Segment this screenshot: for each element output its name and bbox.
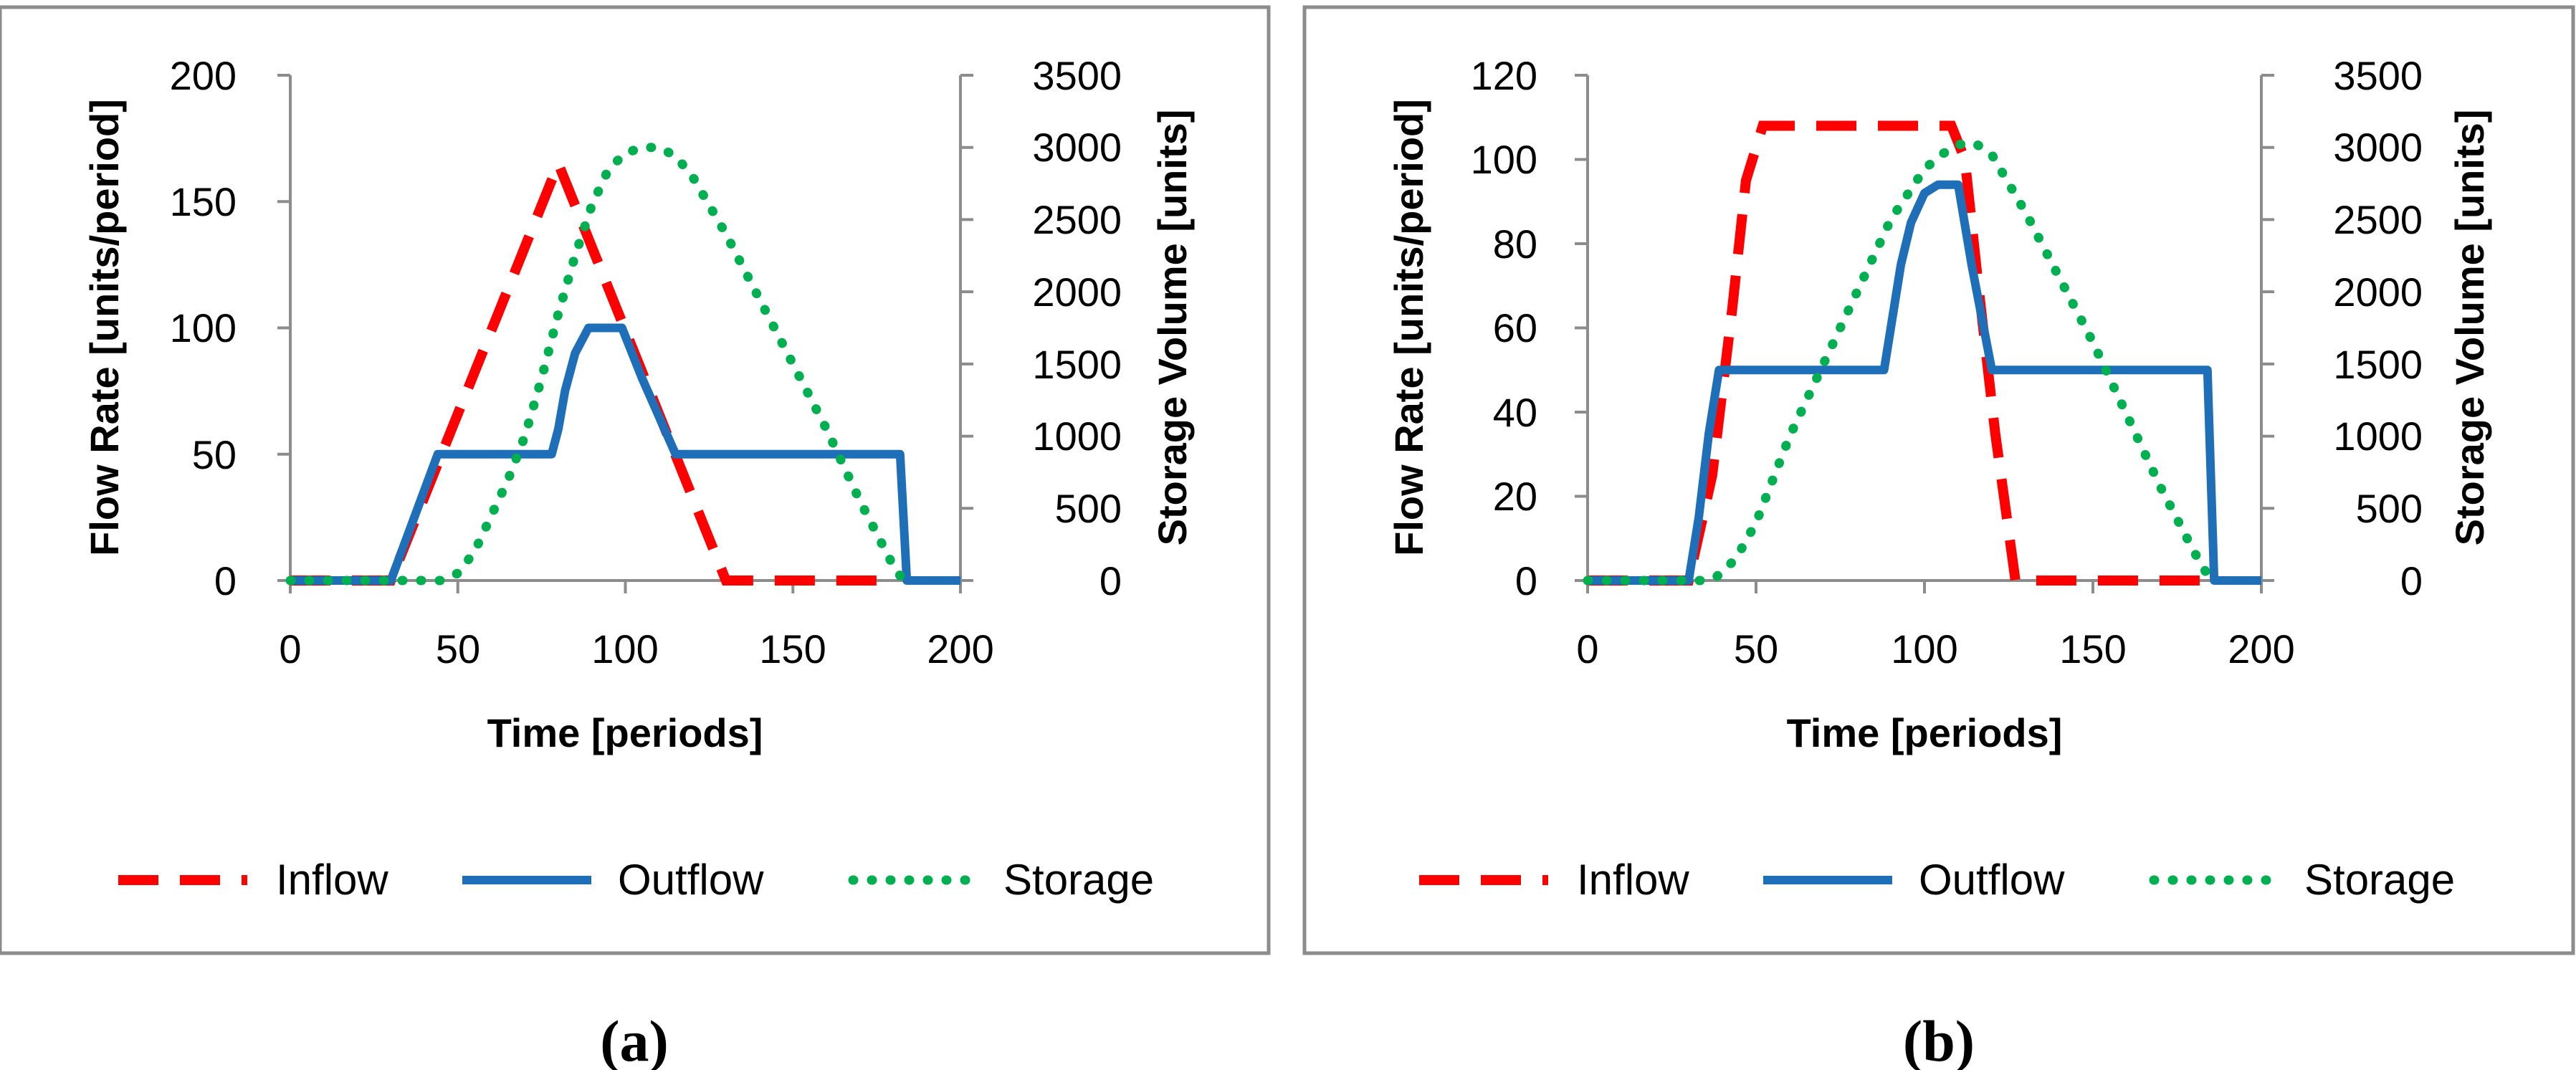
y2-tick-label: 2500 (1032, 197, 1122, 242)
x-tick-label: 150 (759, 626, 826, 672)
y-tick-label: 50 (192, 432, 237, 477)
legend-label-inflow: Inflow (276, 856, 388, 904)
y-tick-label: 0 (1515, 558, 1537, 603)
x-tick-label: 0 (1576, 626, 1598, 672)
series-line-storage (1583, 138, 2215, 586)
chart-panel-a: 0 50 100 150 200 0 500 1000 1500 2000 25… (0, 5, 1271, 1070)
legend-label-outflow: Outflow (1919, 856, 2065, 904)
y2-tick-label: 3500 (1032, 53, 1122, 98)
chart-panel-b: 0 20 40 60 80 100 120 0 500 1000 1500 20… (1302, 5, 2575, 1070)
x-tick-label: 100 (591, 626, 658, 672)
y-tick-label: 120 (1471, 53, 1537, 98)
y2-tick-label: 1000 (2333, 414, 2423, 459)
y2-tick-label: 2000 (1032, 269, 1122, 315)
y-tick-label: 0 (214, 558, 237, 603)
y-tick-label: 40 (1493, 390, 1537, 435)
x-axis-title: Time [periods] (1787, 710, 2063, 755)
x-tick-label: 50 (1734, 626, 1778, 672)
y2-tick-label: 1000 (1032, 414, 1122, 459)
x-axis-title: Time [periods] (487, 710, 763, 755)
legend-b: Inflow Outflow Storage (1419, 856, 2455, 904)
x-tick-label: 0 (279, 626, 301, 672)
y2-tick-label: 0 (1099, 558, 1122, 603)
series-line-outflow (290, 323, 960, 585)
legend-label-storage: Storage (1003, 856, 1154, 904)
y-tick-label: 200 (170, 53, 237, 98)
y2-tick-label: 500 (2356, 486, 2423, 531)
x-tick-label: 50 (436, 626, 480, 672)
y-tick-label: 20 (1493, 474, 1537, 519)
y2-tick-label: 3000 (2333, 125, 2423, 170)
y-axis-title: Flow Rate [units/period] (1386, 99, 1431, 556)
y2-tick-label: 3500 (2333, 53, 2423, 98)
chart-frame-b (1302, 5, 2575, 955)
x-tick-label: 100 (1891, 626, 1957, 672)
y2-tick-label: 1500 (1032, 342, 1122, 387)
y-tick-label: 80 (1493, 221, 1537, 267)
series-line-storage (285, 143, 908, 586)
x-tick-label: 200 (2228, 626, 2294, 672)
y-tick-label: 60 (1493, 305, 1537, 350)
legend-a: Inflow Outflow Storage (118, 856, 1154, 904)
y-axis-title: Flow Rate [units/period] (82, 99, 127, 556)
series-line-outflow (1588, 180, 2261, 585)
y2-tick-label: 1500 (2333, 342, 2423, 387)
y2-tick-label: 0 (2400, 558, 2423, 603)
legend-label-outflow: Outflow (618, 856, 764, 904)
panel-caption-b: (b) (1903, 1008, 1975, 1070)
legend-label-inflow: Inflow (1577, 856, 1689, 904)
legend-label-storage: Storage (2304, 856, 2455, 904)
y-tick-label: 100 (1471, 137, 1537, 182)
chart-frame-a (0, 5, 1271, 955)
y2-tick-label: 2000 (2333, 269, 2423, 315)
x-tick-label: 200 (927, 626, 993, 672)
y2-axis-title: Storage Volume [units] (1150, 110, 1195, 546)
tick-marks-a (277, 74, 973, 593)
panel-caption-a: (a) (600, 1008, 669, 1070)
y-tick-label: 100 (170, 305, 237, 350)
y2-tick-label: 500 (1055, 486, 1122, 531)
series-line-inflow (1588, 120, 2211, 586)
y-tick-label: 150 (170, 179, 237, 224)
y2-axis-title: Storage Volume [units] (2447, 110, 2492, 546)
y2-tick-label: 3000 (1032, 125, 1122, 170)
y2-tick-label: 2500 (2333, 197, 2423, 242)
x-tick-label: 150 (2059, 626, 2126, 672)
